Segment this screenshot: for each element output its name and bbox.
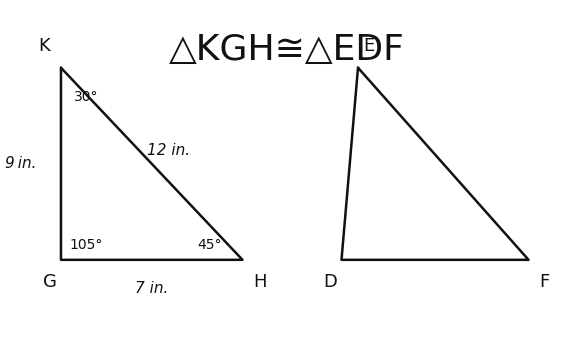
Text: H: H <box>253 273 267 290</box>
Text: 45°: 45° <box>197 238 222 252</box>
Text: G: G <box>43 273 57 290</box>
Text: F: F <box>540 273 550 290</box>
Text: 12 in.: 12 in. <box>147 144 190 158</box>
Text: E: E <box>363 37 375 55</box>
Text: △KGH≅△EDF: △KGH≅△EDF <box>168 32 405 66</box>
Text: 105°: 105° <box>69 238 103 252</box>
Text: 30°: 30° <box>73 90 98 103</box>
Text: K: K <box>38 37 50 55</box>
Text: 9 in.: 9 in. <box>5 156 36 171</box>
Text: D: D <box>324 273 337 290</box>
Text: 7 in.: 7 in. <box>135 281 168 296</box>
